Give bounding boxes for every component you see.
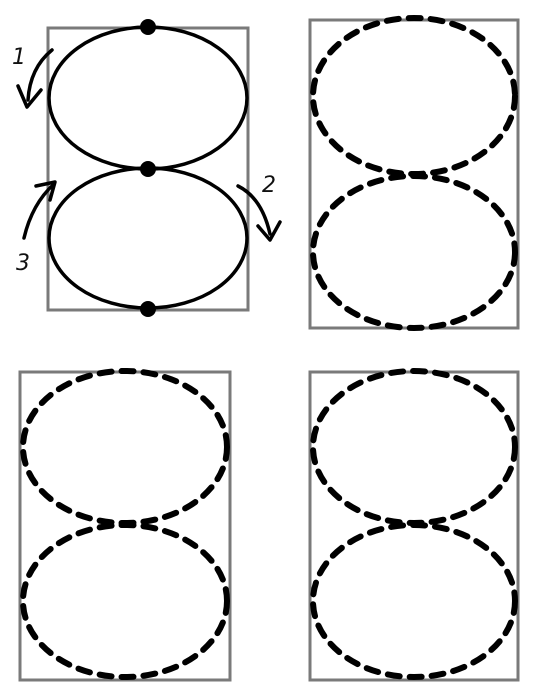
arrow-up-left-icon bbox=[22, 180, 57, 240]
step-3-label: 3 bbox=[16, 251, 30, 276]
trace-panel-2 bbox=[18, 368, 232, 682]
arrow-down-left-icon bbox=[16, 48, 54, 109]
trace-panel-3 bbox=[308, 368, 520, 682]
trace-1-lower-loop bbox=[310, 173, 518, 331]
trace-3-upper-loop bbox=[310, 368, 518, 526]
trace-1-upper-loop bbox=[310, 15, 518, 177]
arrow-down-right-icon bbox=[236, 184, 282, 242]
trace-2-upper-loop bbox=[20, 368, 230, 526]
trace-2-lower-loop bbox=[20, 522, 230, 680]
guide-lower-loop bbox=[47, 166, 249, 310]
bottom-dot bbox=[140, 301, 156, 317]
trace-3-lower-loop bbox=[310, 522, 518, 680]
guide-panel: 1 2 3 bbox=[12, 19, 282, 317]
step-1-label: 1 bbox=[12, 45, 26, 70]
trace-panel-1 bbox=[308, 15, 520, 331]
step-2-label: 2 bbox=[262, 173, 276, 198]
guide-upper-loop bbox=[47, 25, 249, 171]
start-dot bbox=[140, 19, 156, 35]
middle-dot bbox=[140, 161, 156, 177]
